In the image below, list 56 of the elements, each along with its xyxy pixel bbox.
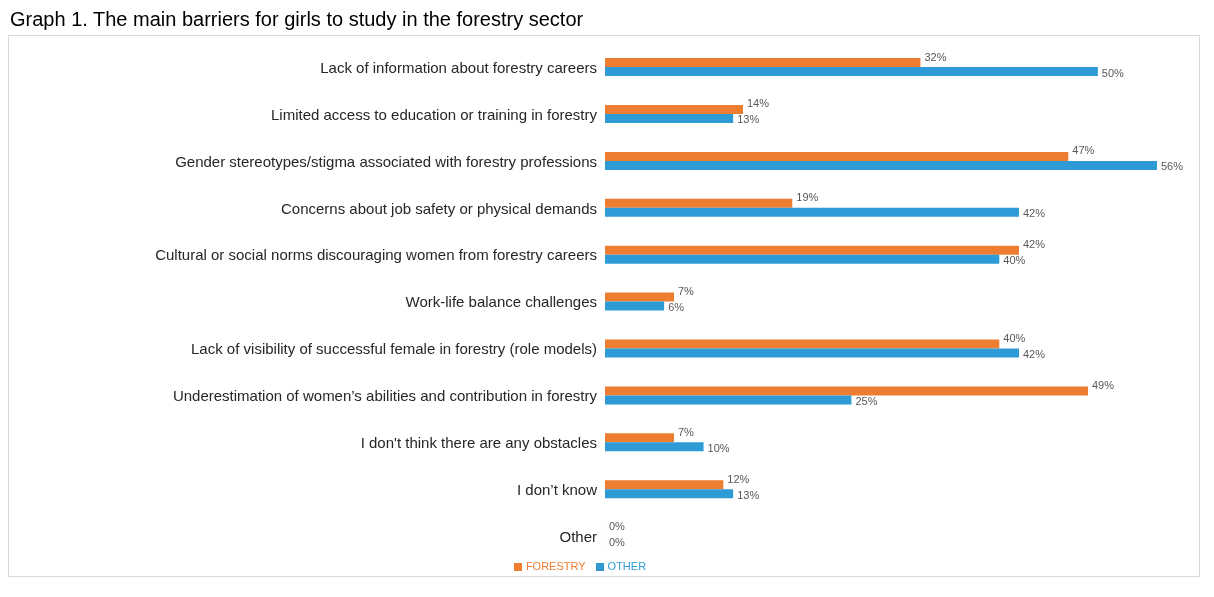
y-tick-label: Gender stereotypes/stigma associated with forestry professions	[175, 152, 597, 170]
data-label: 47%	[1072, 144, 1095, 157]
data-label: 7%	[678, 285, 695, 298]
bar	[605, 113, 734, 123]
y-tick-label: Limited access to education or training in forestry	[271, 105, 598, 123]
bar	[605, 292, 674, 302]
bar	[605, 58, 921, 68]
data-label: 13%	[737, 488, 760, 501]
data-label: 6%	[668, 301, 685, 314]
bar	[605, 301, 665, 311]
data-label: 49%	[1092, 378, 1115, 391]
bar	[605, 160, 1157, 170]
bar	[605, 442, 704, 452]
bar	[605, 67, 1098, 77]
y-tick-label: Lack of information about forestry careers	[320, 58, 597, 76]
y-tick-label: Cultural or social norms discouraging women from forestry careers	[155, 246, 597, 264]
data-label: 19%	[796, 191, 819, 204]
y-tick-label: I don’t know	[516, 480, 598, 498]
bar	[605, 348, 1019, 358]
y-tick-label: Concerns about job safety or physical demands	[280, 199, 597, 217]
bar	[605, 198, 793, 208]
y-tick-label: Underestimation of women’s abilities and contribution in forestry	[172, 387, 598, 405]
data-label: 14%	[747, 97, 770, 110]
bar	[605, 386, 1088, 396]
bar	[605, 245, 1019, 255]
legend-label: OTHER	[607, 560, 647, 572]
data-label: 7%	[678, 425, 695, 438]
bar	[605, 433, 674, 443]
data-label: 50%	[1101, 66, 1125, 79]
data-label: 12%	[727, 472, 750, 485]
bar	[605, 151, 1069, 161]
y-tick-label: Lack of visibility of successful female in forestry (role models)	[191, 340, 597, 358]
data-label: 40%	[1003, 332, 1026, 345]
data-label: 0%	[609, 519, 626, 532]
data-label: 42%	[1023, 238, 1046, 251]
data-label: 42%	[1023, 207, 1046, 220]
data-label: 0%	[609, 535, 626, 548]
bar	[605, 480, 724, 490]
data-label: 10%	[707, 441, 730, 454]
data-label: 56%	[1161, 160, 1184, 173]
legend-label: FORESTRY	[525, 560, 586, 572]
y-tick-label: I don't think there are any obstacles	[360, 434, 597, 452]
bar	[605, 489, 734, 499]
data-label: 42%	[1023, 348, 1046, 361]
y-tick-label: Work-life balance challenges	[405, 293, 597, 311]
data-label: 32%	[924, 50, 947, 63]
bar	[605, 339, 1000, 349]
text: Graph 1. The main barriers for girls to study in the forestry sector	[10, 8, 585, 31]
bar	[605, 254, 1000, 264]
data-label: 25%	[855, 394, 878, 407]
y-tick-label: Other	[559, 527, 597, 545]
data-label: 13%	[737, 113, 760, 126]
bar	[605, 104, 743, 114]
bar	[605, 207, 1019, 217]
data-label: 40%	[1003, 254, 1026, 267]
bar	[605, 395, 852, 405]
